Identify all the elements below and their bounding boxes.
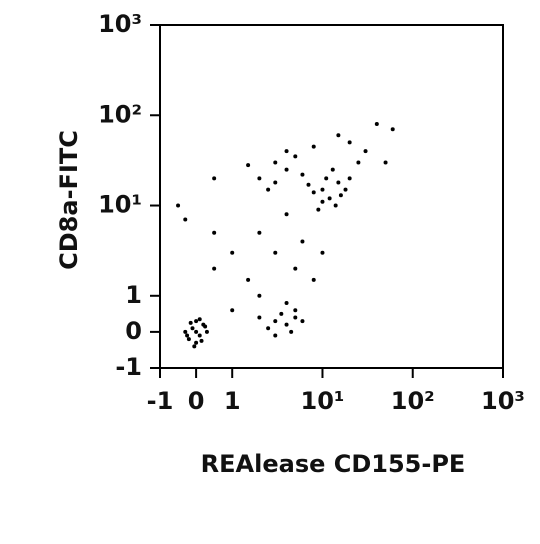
- event-dot: [212, 176, 217, 181]
- event-dot: [273, 250, 278, 255]
- x-axis-label: REAlease CD155-PE: [201, 450, 466, 478]
- y-tick-label: 1: [125, 281, 142, 309]
- event-dot: [347, 140, 352, 145]
- event-dot: [273, 319, 278, 324]
- event-dot: [347, 176, 352, 181]
- y-tick-label: 10²: [98, 100, 142, 128]
- event-dot: [183, 217, 188, 222]
- event-dot: [336, 133, 341, 138]
- event-dot: [279, 311, 284, 316]
- event-dot: [273, 180, 278, 185]
- event-dot: [306, 182, 311, 187]
- event-dot: [336, 180, 341, 185]
- event-dot: [197, 317, 202, 322]
- event-dot: [273, 333, 278, 338]
- event-dot: [333, 203, 338, 208]
- event-dot: [230, 250, 235, 255]
- event-dot: [176, 203, 181, 208]
- y-tick-label: 10³: [98, 10, 142, 38]
- event-dot: [230, 308, 235, 313]
- event-dot: [257, 176, 262, 181]
- event-dot: [338, 193, 343, 198]
- y-tick-label: 10¹: [98, 191, 142, 219]
- event-dot: [311, 277, 316, 282]
- event-dot: [300, 239, 305, 244]
- event-dot: [183, 329, 188, 334]
- event-dot: [197, 333, 202, 338]
- event-dot: [289, 329, 294, 334]
- x-tick-label: 10²: [391, 387, 435, 415]
- event-dot: [300, 319, 305, 324]
- event-dot: [383, 160, 388, 165]
- event-dot: [212, 230, 217, 235]
- event-dot: [188, 320, 193, 325]
- event-dot: [203, 324, 208, 329]
- x-tick-label: 10³: [481, 387, 525, 415]
- event-dot: [257, 230, 262, 235]
- event-dot: [266, 187, 271, 192]
- event-dot: [273, 160, 278, 165]
- event-dot: [284, 149, 289, 154]
- event-dot: [257, 293, 262, 298]
- event-dot: [194, 319, 199, 324]
- event-dot: [212, 266, 217, 271]
- event-dot: [185, 333, 190, 338]
- event-dot: [343, 187, 348, 192]
- event-dot: [320, 187, 325, 192]
- event-dot: [186, 337, 191, 342]
- plot-frame: [159, 24, 504, 369]
- event-dot: [320, 199, 325, 204]
- event-dot: [284, 167, 289, 172]
- event-dot: [284, 301, 289, 306]
- event-dot: [190, 326, 195, 331]
- event-dot: [320, 250, 325, 255]
- x-tick-label: -1: [147, 387, 174, 415]
- event-dot: [266, 326, 271, 331]
- event-dot: [300, 172, 305, 177]
- y-axis-label: CD8a-FITC: [55, 130, 83, 270]
- event-dot: [293, 154, 298, 159]
- event-dot: [194, 340, 199, 345]
- y-tick-label: 0: [125, 317, 142, 345]
- x-tick-label: 10¹: [301, 387, 345, 415]
- event-dot: [246, 277, 251, 282]
- event-dot: [204, 329, 209, 334]
- event-dot: [246, 163, 251, 168]
- event-dot: [356, 160, 361, 165]
- event-dot: [194, 329, 199, 334]
- event-dot: [374, 122, 379, 127]
- event-dot: [363, 149, 368, 154]
- event-dot: [330, 167, 335, 172]
- event-dot: [284, 322, 289, 327]
- x-tick-label: 1: [224, 387, 241, 415]
- y-tick-label: -1: [115, 353, 142, 381]
- event-dot: [390, 127, 395, 132]
- event-dot: [293, 308, 298, 313]
- event-dot: [192, 344, 197, 349]
- event-dot: [257, 315, 262, 320]
- event-dot: [316, 207, 321, 212]
- event-dot: [311, 190, 316, 195]
- event-dot: [324, 176, 329, 181]
- event-dot: [327, 196, 332, 201]
- event-dot: [293, 315, 298, 320]
- event-dot: [311, 144, 316, 149]
- event-dot: [293, 266, 298, 271]
- event-dot: [284, 212, 289, 217]
- x-tick-label: 0: [188, 387, 205, 415]
- event-dot: [199, 338, 204, 343]
